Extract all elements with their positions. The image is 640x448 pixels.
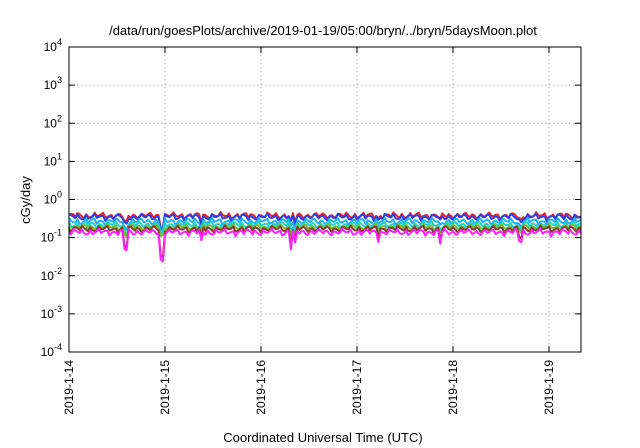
x-tick-label: 2019-1-17: [350, 360, 364, 415]
y-tick-label: 102: [44, 113, 62, 130]
series-line: [68, 212, 582, 231]
grid: [68, 46, 581, 353]
y-tick-label: 104: [44, 37, 62, 54]
x-tick-label: 2019-1-18: [446, 360, 460, 415]
x-axis-label: Coordinated Universal Time (UTC): [223, 430, 422, 445]
y-tick-label: 100: [44, 190, 62, 207]
y-axis-label: cGy/day: [18, 176, 33, 224]
y-tick-label: 10-1: [41, 228, 62, 245]
series-layer: [68, 211, 582, 263]
series-line: [68, 227, 582, 263]
x-tick-label: 2019-1-15: [158, 360, 172, 415]
x-tick-label: 2019-1-19: [542, 360, 556, 415]
chart-title: /data/run/goesPlots/archive/2019-01-19/0…: [109, 23, 537, 38]
y-tick-label: 10-2: [41, 266, 62, 283]
x-tick-label: 2019-1-16: [254, 360, 268, 415]
y-tick-label: 103: [44, 75, 62, 92]
y-tick-label: 10-3: [41, 304, 62, 321]
y-tick-label: 101: [44, 151, 62, 168]
y-tick-label: 10-4: [41, 342, 62, 359]
series-line: [68, 224, 582, 258]
series-line: [68, 216, 582, 234]
x-tick-label: 2019-1-14: [62, 360, 76, 415]
